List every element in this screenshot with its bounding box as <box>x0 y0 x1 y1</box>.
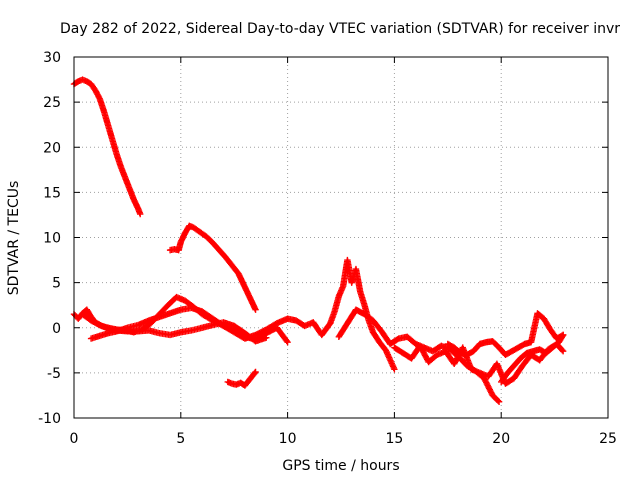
x-tick-label: 10 <box>279 431 297 447</box>
chart-title: Day 282 of 2022, Sidereal Day-to-day VTE… <box>60 21 620 37</box>
data-point <box>485 383 492 391</box>
data-point <box>484 382 491 389</box>
x-tick-label: 0 <box>70 431 79 447</box>
data-point <box>481 376 489 383</box>
series-arc-2 <box>166 222 259 313</box>
data-point <box>559 348 567 355</box>
data-point <box>483 379 490 386</box>
series-arc-3 <box>224 368 259 389</box>
x-tick-label: 15 <box>385 431 403 447</box>
x-tick-label: 25 <box>599 431 617 447</box>
y-tick-label: 25 <box>43 95 61 111</box>
data-point <box>559 346 566 354</box>
data-point <box>251 369 259 377</box>
plot-frame <box>73 56 609 419</box>
y-axis-label: SDTVAR / TECUs <box>6 181 22 296</box>
x-tick-label: 20 <box>492 431 510 447</box>
data-point <box>485 385 493 392</box>
y-tick-label: 30 <box>43 50 61 66</box>
x-tick-label: 5 <box>176 431 185 447</box>
y-tick-label: -5 <box>47 366 61 382</box>
data-point <box>495 398 503 405</box>
data-point <box>283 337 290 345</box>
y-tick-label: -10 <box>38 411 61 427</box>
data-point <box>483 380 491 388</box>
series-arc-1 <box>70 76 144 218</box>
data-point <box>486 386 494 393</box>
data-point <box>487 387 494 395</box>
data-point <box>482 377 489 385</box>
y-tick-label: 0 <box>52 321 61 337</box>
data-point <box>559 332 566 340</box>
y-tick-label: 5 <box>52 276 61 292</box>
series-arc-6 <box>79 311 270 345</box>
grid-lines <box>74 57 608 418</box>
series-arc-8 <box>335 306 503 405</box>
data-point <box>252 368 259 376</box>
data-point <box>284 338 291 346</box>
series-arc-7 <box>284 256 398 373</box>
y-tick-label: 15 <box>43 185 61 201</box>
y-tick-label: 20 <box>43 140 61 156</box>
series-arc-9 <box>391 340 567 387</box>
data-point <box>252 306 259 313</box>
x-axis-label: GPS time / hours <box>282 458 399 474</box>
series-arc-11 <box>498 331 567 386</box>
data-point <box>391 366 398 373</box>
data-point <box>263 334 270 341</box>
data-point <box>137 210 144 218</box>
data-point <box>494 397 502 404</box>
y-tick-label: 10 <box>43 231 61 247</box>
data-point <box>559 331 567 339</box>
tick-labels: 0 5 10 15 20 25 -10 -5 0 5 10 15 20 25 30 <box>38 50 617 447</box>
data-point <box>488 389 495 396</box>
data-points <box>70 76 567 405</box>
series-arc-10 <box>444 310 567 359</box>
